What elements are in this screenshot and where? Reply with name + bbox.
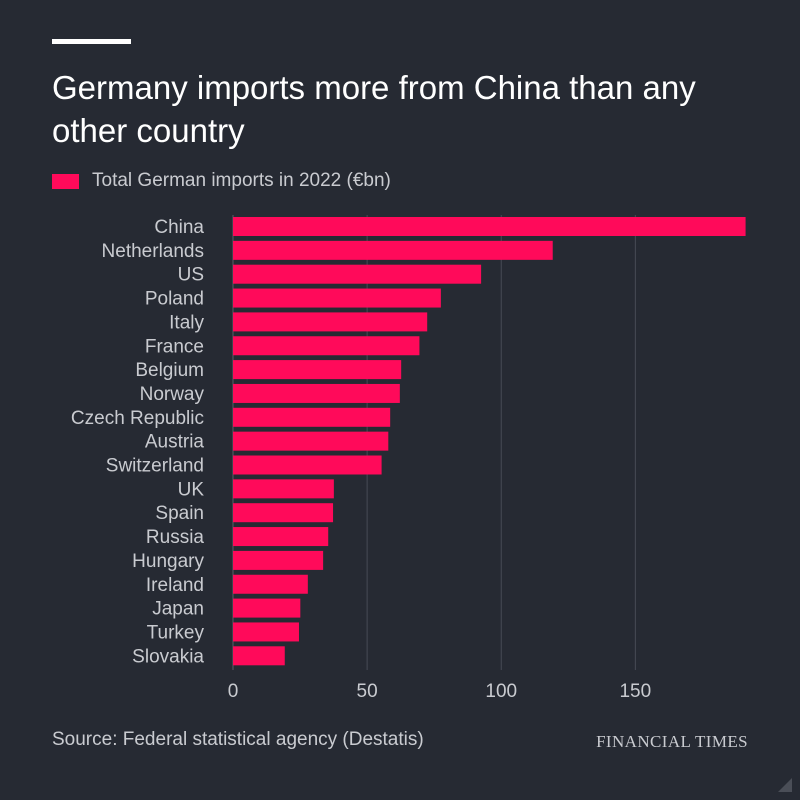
title-accent-bar [52, 39, 131, 44]
bar-japan [233, 598, 301, 618]
category-label: Switzerland [106, 456, 204, 477]
category-label: Italy [169, 312, 204, 333]
category-label: US [178, 265, 204, 286]
brand-logo: FINANCIAL TIMES [596, 732, 748, 751]
category-label: UK [178, 479, 205, 500]
x-tick-label: 150 [619, 681, 651, 702]
chart-title: Germany imports more from China than any… [52, 69, 696, 149]
category-label: Turkey [147, 622, 205, 643]
legend: Total German imports in 2022 (€bn) [52, 170, 391, 192]
bar-uk [233, 479, 334, 499]
bar-norway [233, 383, 400, 403]
bar-ireland [233, 574, 308, 594]
category-label: Netherlands [102, 241, 204, 262]
category-label: France [145, 336, 204, 357]
x-tick-label: 0 [228, 681, 239, 702]
category-label: Hungary [132, 551, 204, 572]
x-axis-ticks: 0 50 100 150 [228, 681, 651, 702]
bar-spain [233, 503, 334, 523]
category-label: Spain [155, 503, 204, 524]
bar-france [233, 336, 420, 356]
bar-austria [233, 431, 389, 451]
bar-hungary [233, 550, 324, 570]
category-label: Poland [145, 289, 204, 310]
category-label: Norway [140, 384, 205, 405]
bar-china [233, 217, 746, 236]
legend-swatch [52, 173, 79, 189]
bar-russia [233, 527, 329, 547]
bar-italy [233, 312, 428, 332]
category-label: Belgium [135, 360, 204, 381]
category-label: Russia [146, 527, 205, 548]
bar-czech-republic [233, 407, 391, 427]
bar-slovakia [233, 646, 285, 666]
category-label: Czech Republic [71, 408, 204, 429]
category-label: China [154, 217, 204, 238]
bar-netherlands [233, 240, 553, 260]
category-label: Austria [145, 432, 205, 453]
x-tick-label: 50 [357, 681, 378, 702]
bar-poland [233, 288, 441, 308]
category-label: Ireland [146, 575, 204, 596]
category-label: Slovakia [132, 646, 204, 667]
legend-label: Total German imports in 2022 (€bn) [92, 170, 391, 191]
bar-us [233, 264, 482, 284]
bar-switzerland [233, 455, 382, 475]
category-label: Japan [152, 599, 204, 620]
source-note: Source: Federal statistical agency (Dest… [52, 729, 424, 750]
bar-belgium [233, 360, 402, 380]
x-tick-label: 100 [485, 681, 517, 702]
bar-turkey [233, 622, 299, 642]
bars [233, 217, 746, 666]
corner-resize-icon [778, 778, 792, 792]
